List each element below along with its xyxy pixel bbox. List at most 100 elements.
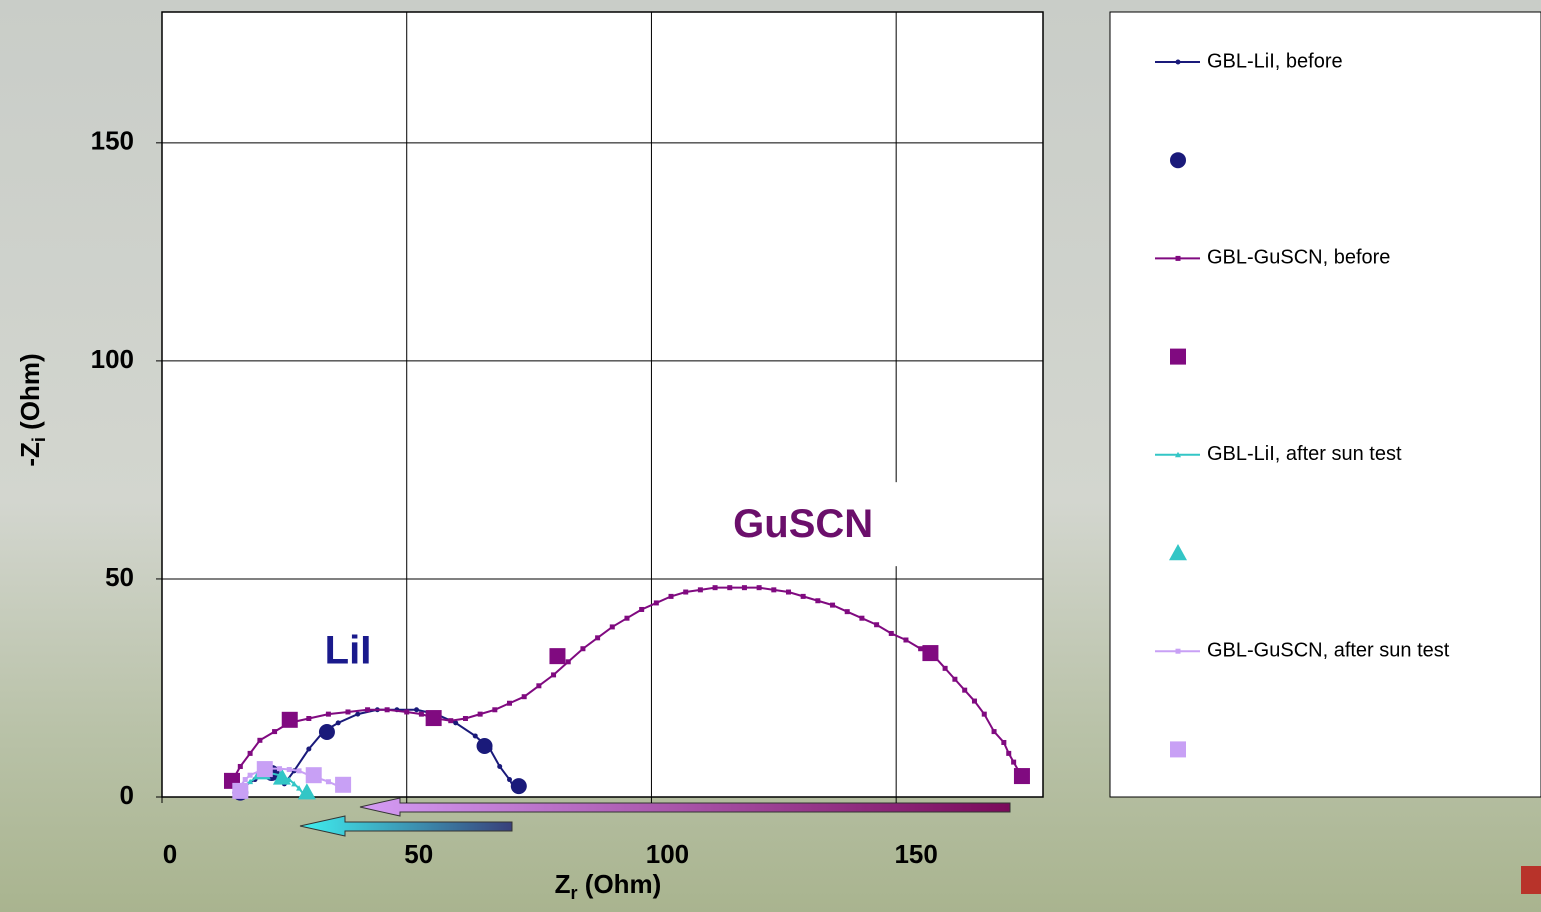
y-tick-label: 50 bbox=[105, 562, 134, 592]
marker bbox=[306, 746, 312, 752]
y-tick-label: 0 bbox=[120, 780, 134, 810]
marker bbox=[247, 778, 254, 785]
marker bbox=[335, 720, 341, 726]
annotation-bg bbox=[705, 482, 902, 567]
marker bbox=[888, 630, 894, 636]
annotation: LiI bbox=[325, 629, 372, 673]
y-axis-label-sub: i bbox=[29, 437, 49, 442]
marker bbox=[580, 646, 586, 652]
marker bbox=[952, 676, 958, 682]
marker bbox=[297, 783, 316, 800]
marker bbox=[305, 767, 322, 784]
marker bbox=[281, 711, 298, 728]
marker bbox=[668, 593, 674, 599]
marker bbox=[272, 729, 278, 735]
marker bbox=[418, 711, 424, 717]
legend-text: GBL-LiI, before bbox=[1207, 50, 1343, 72]
x-axis-label-main: Z bbox=[555, 869, 571, 899]
marker bbox=[1175, 451, 1181, 458]
marker bbox=[1170, 741, 1186, 758]
series-line bbox=[229, 586, 1020, 785]
marker bbox=[242, 777, 248, 783]
marker bbox=[237, 763, 243, 769]
marker bbox=[1170, 152, 1186, 169]
marker bbox=[609, 624, 615, 630]
x-tick-label: 0 bbox=[163, 839, 177, 869]
marker bbox=[306, 716, 312, 721]
marker bbox=[476, 737, 493, 754]
marker bbox=[414, 707, 420, 713]
x-axis-label-rest: (Ohm) bbox=[578, 869, 662, 899]
marker bbox=[815, 598, 821, 604]
marker bbox=[256, 761, 273, 778]
marker bbox=[472, 733, 478, 739]
marker bbox=[971, 698, 977, 704]
marker bbox=[697, 587, 703, 593]
marker bbox=[247, 750, 253, 756]
marker bbox=[318, 724, 335, 741]
x-tick-label: 100 bbox=[646, 839, 689, 869]
marker bbox=[653, 600, 659, 606]
marker bbox=[962, 687, 968, 693]
marker bbox=[1013, 768, 1030, 785]
marker bbox=[1006, 750, 1012, 756]
marker bbox=[462, 716, 468, 721]
plot bbox=[156, 12, 1043, 803]
marker bbox=[425, 710, 442, 727]
legend-text: GBL-LiI, after sun test bbox=[1207, 443, 1402, 465]
marker bbox=[365, 707, 371, 713]
marker bbox=[922, 645, 939, 662]
marker bbox=[291, 780, 298, 787]
marker bbox=[296, 785, 303, 791]
plot-area bbox=[161, 11, 1044, 798]
legend-text: GBL-GuSCN, before bbox=[1207, 247, 1390, 269]
marker bbox=[1001, 739, 1007, 745]
marker bbox=[551, 672, 557, 678]
legend-box bbox=[1109, 11, 1541, 798]
marker bbox=[1170, 348, 1186, 365]
marker bbox=[521, 694, 527, 700]
arrow bbox=[299, 815, 513, 837]
marker bbox=[756, 585, 762, 591]
marker bbox=[727, 585, 733, 591]
marker bbox=[536, 683, 542, 689]
marker bbox=[639, 606, 645, 612]
marker bbox=[1175, 59, 1181, 65]
marker bbox=[991, 729, 997, 735]
marker bbox=[874, 622, 880, 628]
x-tick-label: 50 bbox=[404, 839, 433, 869]
x-tick-label: 150 bbox=[894, 839, 937, 869]
marker bbox=[232, 782, 249, 799]
marker bbox=[903, 637, 909, 643]
marker bbox=[355, 711, 361, 717]
y-tick-label: 100 bbox=[91, 344, 134, 374]
marker bbox=[741, 585, 747, 591]
marker bbox=[384, 707, 390, 713]
marker bbox=[272, 768, 291, 785]
marker bbox=[510, 778, 527, 795]
y-tick-label: 150 bbox=[91, 126, 134, 156]
marker bbox=[507, 777, 513, 783]
marker bbox=[453, 720, 459, 726]
marker bbox=[595, 635, 601, 641]
marker bbox=[830, 602, 836, 608]
marker bbox=[918, 646, 924, 652]
marker bbox=[844, 609, 850, 615]
marker bbox=[497, 763, 503, 769]
marker bbox=[1175, 648, 1181, 654]
marker bbox=[712, 585, 718, 591]
marker bbox=[276, 766, 282, 772]
marker bbox=[942, 665, 948, 671]
marker bbox=[404, 709, 410, 715]
marker bbox=[1011, 759, 1017, 765]
marker bbox=[683, 589, 689, 595]
marker bbox=[800, 593, 806, 599]
marker bbox=[1169, 544, 1187, 561]
marker bbox=[325, 711, 331, 717]
marker bbox=[565, 659, 571, 665]
marker bbox=[624, 615, 630, 621]
marker bbox=[549, 648, 566, 665]
marker bbox=[286, 767, 292, 773]
marker bbox=[257, 737, 263, 743]
